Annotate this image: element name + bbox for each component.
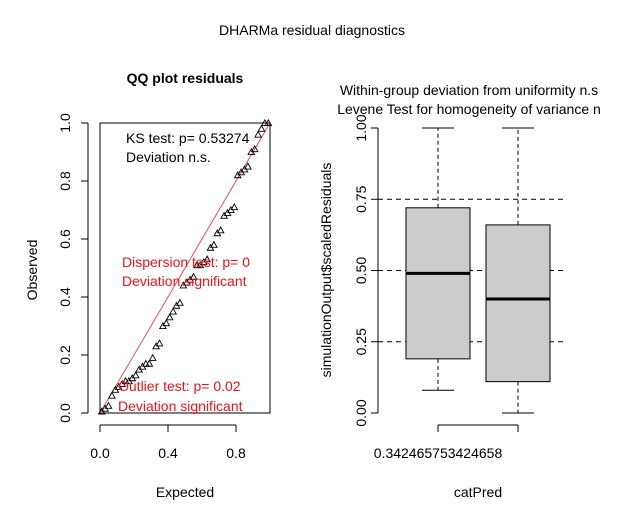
box-title-line-2: Levene Test for homogeneity of variance … [337,101,601,117]
box-x-tick-label: 0.342465753424658 [374,445,503,461]
qq-point [216,226,225,234]
box-y-label: simulationOutput$scaledResiduals [318,163,334,378]
qq-y-tick-label: 0.4 [57,287,73,307]
box-title-line-1: Within-group deviation from uniformity n… [340,82,598,98]
qq-point [104,401,113,409]
qq-point [131,371,140,379]
box-panel: Within-group deviation from uniformity n… [318,82,601,500]
qq-title: QQ plot residuals [127,70,244,86]
ks-deviation-label: Deviation n.s. [126,149,211,165]
qq-y-tick-label: 1.0 [57,113,73,133]
qq-point [257,124,266,132]
qq-x-axis: 0.0 0.4 0.8 [90,424,246,461]
box-group-2 [485,127,551,414]
box-iqr [405,207,471,360]
box-y-tick-label: 1.00 [353,114,369,141]
qq-point [203,255,212,263]
qq-y-tick-label: 0.8 [57,171,73,191]
qq-point [264,118,273,127]
qq-points [97,118,273,415]
outlier-deviation-label: Deviation significant [118,398,243,414]
qq-x-tick-label: 0.8 [226,445,246,461]
outlier-test-label: Outlier test: p= 0.02 [118,378,241,394]
qq-point [189,272,198,280]
qq-point [145,359,154,367]
box-y-tick-label: 0.75 [353,185,369,212]
qq-point [175,298,184,306]
qq-point [250,144,259,153]
qq-x-label: Expected [156,484,214,500]
box-boxes [405,127,551,414]
dispersion-deviation-label: Deviation significant [122,273,247,289]
qq-point [107,391,116,399]
box-y-tick-label: 0.00 [353,399,369,426]
dispersion-test-label: Dispersion test: p= 0 [122,254,250,270]
figure-title: DHARMa residual diagnostics [219,22,405,38]
box-y-tick-label: 0.50 [353,257,369,284]
qq-point [148,353,157,361]
qq-panel: QQ plot residuals 0.0 0.4 0.8 0.0 0.2 0.4 0.6… [24,70,273,500]
qq-point [243,162,252,170]
qq-point [162,318,171,327]
qq-x-tick-label: 0.0 [90,445,110,461]
qq-y-tick-label: 0.6 [57,229,73,249]
qq-x-tick-label: 0.4 [158,445,178,461]
qq-point [230,202,239,211]
qq-y-tick-label: 0.2 [57,345,73,365]
ks-test-label: KS test: p= 0.53274 [126,130,250,146]
qq-y-axis: 0.0 0.2 0.4 0.6 0.8 1.0 [57,113,89,423]
qq-point [165,313,174,321]
qq-plot-box [99,122,271,414]
box-x-label: catPred [454,484,502,500]
box-group-1 [405,127,471,391]
box-y-axis: 0.00 0.25 0.50 0.75 1.00 [353,114,379,427]
box-iqr [485,224,551,383]
box-y-tick-label: 0.25 [353,328,369,355]
qq-point [169,307,178,315]
qq-y-tick-label: 0.0 [57,403,73,423]
qq-point [254,130,263,138]
qq-point [155,339,164,347]
qq-y-label: Observed [24,240,40,301]
qq-point [209,240,218,248]
